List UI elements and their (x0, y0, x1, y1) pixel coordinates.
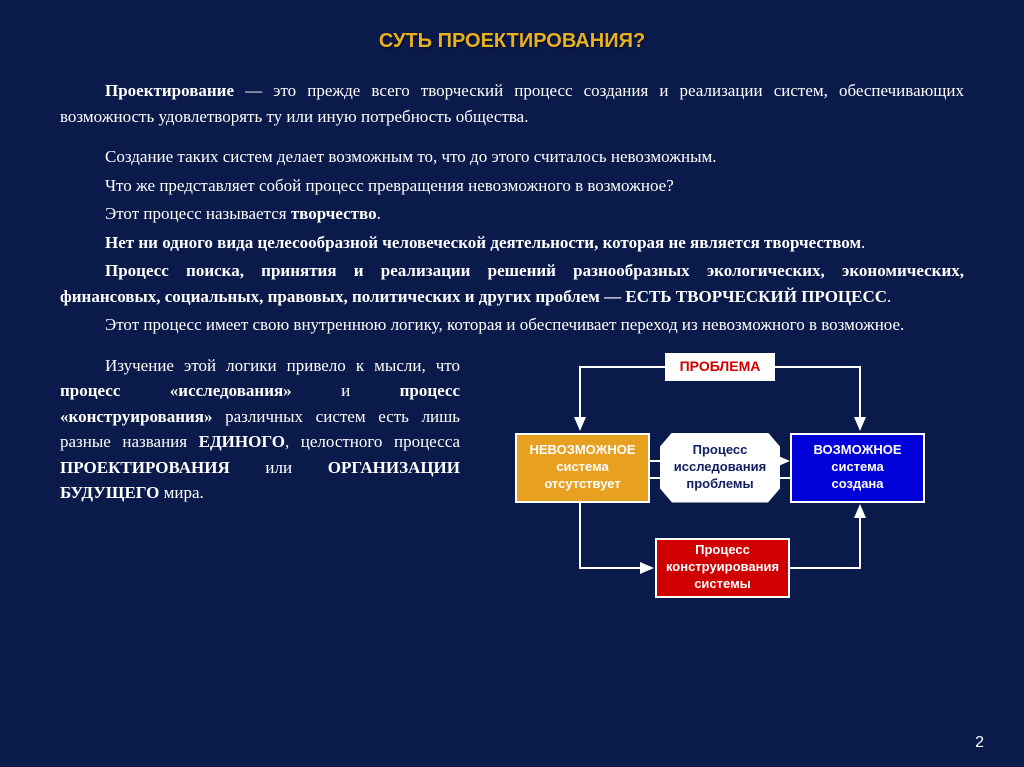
p5: Нет ни одного вида целесообразной челове… (105, 233, 861, 252)
impossible-node: НЕВОЗМОЖНОЕ система отсутствует (515, 433, 650, 503)
res-l2: исследования (674, 459, 766, 476)
con-l1: Процесс (695, 542, 750, 559)
problem-node: ПРОБЛЕМА (665, 353, 775, 381)
intro-term: Проектирование (105, 81, 234, 100)
pos-l3: создана (831, 476, 883, 493)
p4b: творчество (291, 204, 377, 223)
p2: Создание таких систем делает возможным т… (60, 144, 964, 170)
pos-l2: система (831, 459, 884, 476)
la: Изучение этой логики привело к мысли, чт… (105, 356, 460, 375)
problem-label: ПРОБЛЕМА (680, 357, 761, 375)
page-number: 2 (975, 734, 984, 752)
p6b: . (887, 287, 891, 306)
p4a: Этот процесс называется (105, 204, 291, 223)
possible-node: ВОЗМОЖНОЕ система создана (790, 433, 925, 503)
slide-title: СУТЬ ПРОЕКТИРОВАНИЯ? (60, 30, 964, 53)
imp-l3: отсутствует (544, 476, 620, 493)
construct-node: Процесс конструирования системы (655, 538, 790, 598)
p5end: . (861, 233, 865, 252)
li: или (230, 458, 328, 477)
body-text-block-2: Создание таких систем делает возможным т… (60, 144, 964, 338)
p6a: Процесс поиска, принятия и реализации ре… (60, 261, 964, 306)
lg: , целостного процесса (285, 432, 460, 451)
con-l3: системы (694, 576, 751, 593)
pos-l1: ВОЗМОЖНОЕ (813, 442, 901, 459)
lh: ПРОЕКТИРОВАНИЯ (60, 458, 230, 477)
left-paragraph: Изучение этой логики привело к мысли, чт… (60, 353, 460, 613)
lk: мира. (159, 483, 203, 502)
lc: и (292, 381, 400, 400)
research-node: Процесс исследования проблемы (660, 433, 780, 503)
lf: ЕДИНОГО (199, 432, 285, 451)
res-l1: Процесс (693, 442, 748, 459)
lb: процесс «исследования» (60, 381, 292, 400)
imp-l2: система (556, 459, 609, 476)
p7: Этот процесс имеет свою внутреннюю логик… (60, 312, 964, 338)
res-l3: проблемы (686, 476, 753, 493)
flowchart-diagram: ПРОБЛЕМА НЕВОЗМОЖНОЕ система отсутствует… (485, 353, 964, 613)
body-text-block: Проектирование — это прежде всего творче… (60, 78, 964, 129)
p3: Что же представляет собой процесс превра… (60, 173, 964, 199)
p4c: . (377, 204, 381, 223)
imp-l1: НЕВОЗМОЖНОЕ (529, 442, 635, 459)
con-l2: конструирования (666, 559, 779, 576)
